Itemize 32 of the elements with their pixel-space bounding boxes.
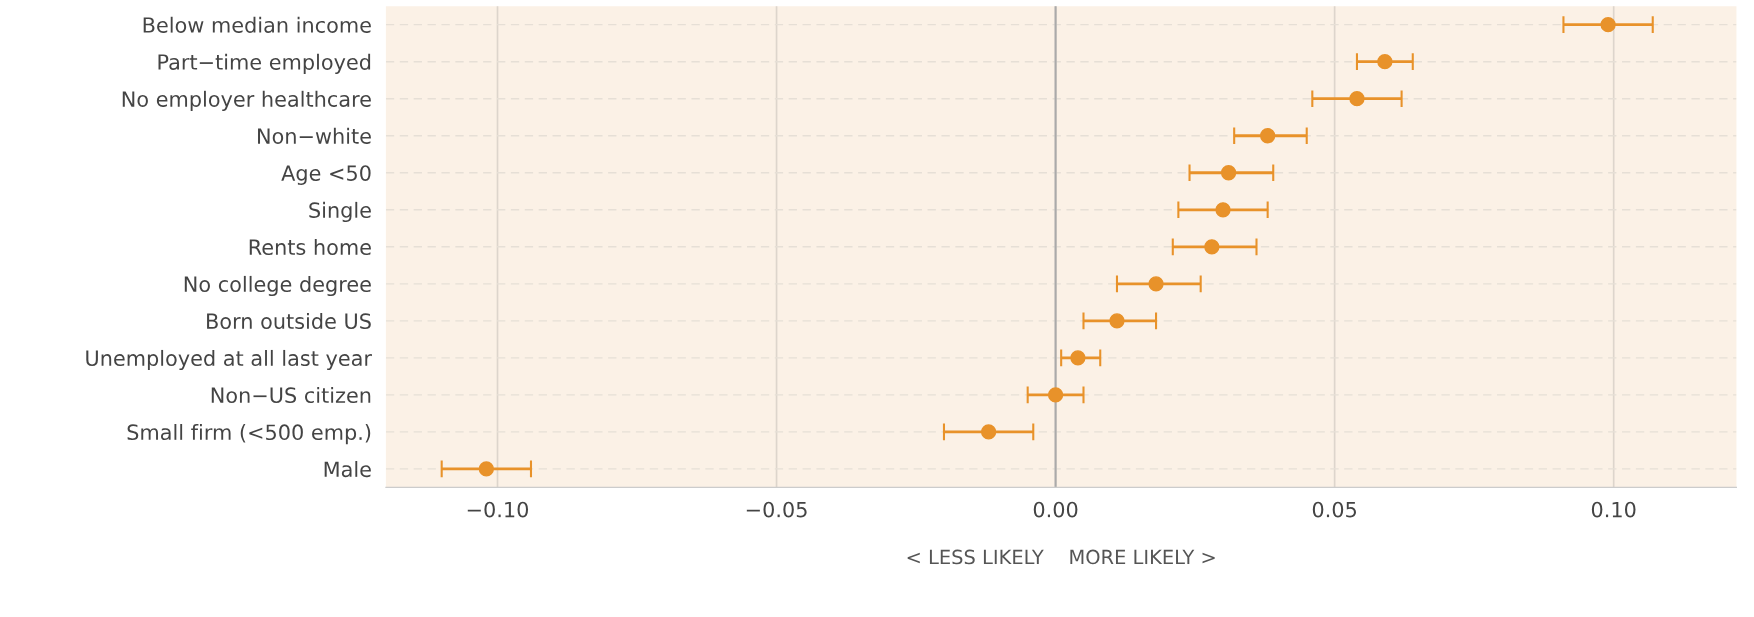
point: [1148, 276, 1164, 292]
y-tick-label: Single: [309, 201, 371, 223]
y-tick-label: Non−white: [258, 127, 371, 144]
x-axis-title: < LESS LIKELY MORE LIKELY >: [907, 549, 1215, 565]
y-tick-label: Small firm (<500 emp.): [127, 423, 371, 445]
point: [1260, 128, 1276, 144]
x-tick-label: −0.05: [746, 501, 807, 518]
x-tick-label: −0.10: [467, 501, 529, 518]
point: [1220, 165, 1237, 181]
point: [1070, 350, 1086, 366]
x-tick-label: 0.10: [1591, 501, 1636, 518]
point: [1047, 387, 1064, 403]
y-tick-label: No employer healthcare: [122, 90, 371, 111]
point: [1377, 54, 1393, 70]
y-tick-label: Male: [324, 461, 371, 478]
point: [1204, 239, 1220, 255]
y-tick-label: Unemployed at all last year: [86, 349, 372, 371]
y-tick-label: Part−time employed: [158, 53, 371, 74]
y-tick-label: No college degree: [184, 275, 371, 297]
x-tick-label: 0.05: [1312, 501, 1357, 518]
x-tick-label: 0.00: [1033, 501, 1078, 518]
y-tick-label: Born outside US: [207, 312, 371, 330]
point: [1215, 202, 1231, 218]
y-tick-label: Age <50: [281, 165, 371, 186]
point: [980, 424, 997, 440]
y-tick-label: Non−US citizen: [211, 386, 371, 404]
y-tick-label: Below median income: [143, 16, 371, 33]
point: [1349, 91, 1365, 107]
point: [1109, 313, 1125, 329]
point: [478, 461, 494, 477]
point: [1600, 17, 1616, 33]
y-tick-label: Rents home: [249, 238, 371, 256]
